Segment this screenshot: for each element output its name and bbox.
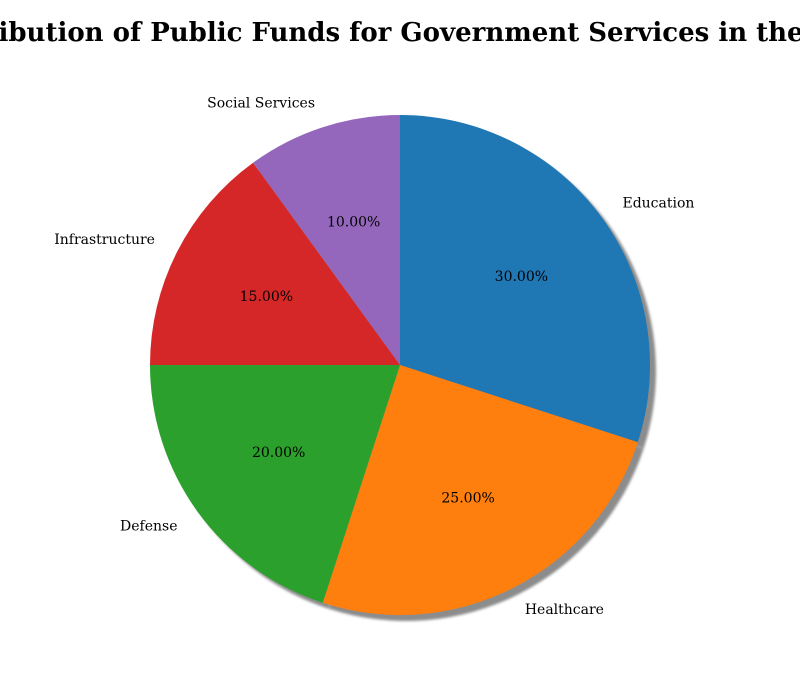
chart-title: Distribution of Public Funds for Governm… bbox=[0, 18, 800, 48]
pie-slice-social-services bbox=[253, 115, 400, 365]
pie-slice-education bbox=[400, 115, 650, 443]
pie-slice-healthcare bbox=[322, 365, 638, 615]
slice-label-defense: Defense bbox=[120, 519, 177, 535]
slice-layer bbox=[150, 115, 650, 615]
slice-percent-social-services: 10.00% bbox=[327, 214, 380, 230]
slice-percent-defense: 20.00% bbox=[252, 445, 305, 461]
slice-percent-healthcare: 25.00% bbox=[441, 491, 494, 507]
slice-label-social-services: Social Services bbox=[207, 95, 315, 111]
slice-percent-infrastructure: 15.00% bbox=[240, 289, 293, 305]
slice-percent-education: 30.00% bbox=[495, 269, 548, 285]
pie-slice-defense bbox=[150, 365, 400, 603]
slice-label-infrastructure: Infrastructure bbox=[54, 232, 155, 248]
slice-label-healthcare: Healthcare bbox=[525, 602, 604, 618]
label-layer: Education 30.00% Healthcare 25.00% Defense 20… bbox=[54, 95, 694, 618]
slice-label-education: Education bbox=[622, 195, 694, 211]
pie-slice-infrastructure bbox=[150, 162, 400, 365]
